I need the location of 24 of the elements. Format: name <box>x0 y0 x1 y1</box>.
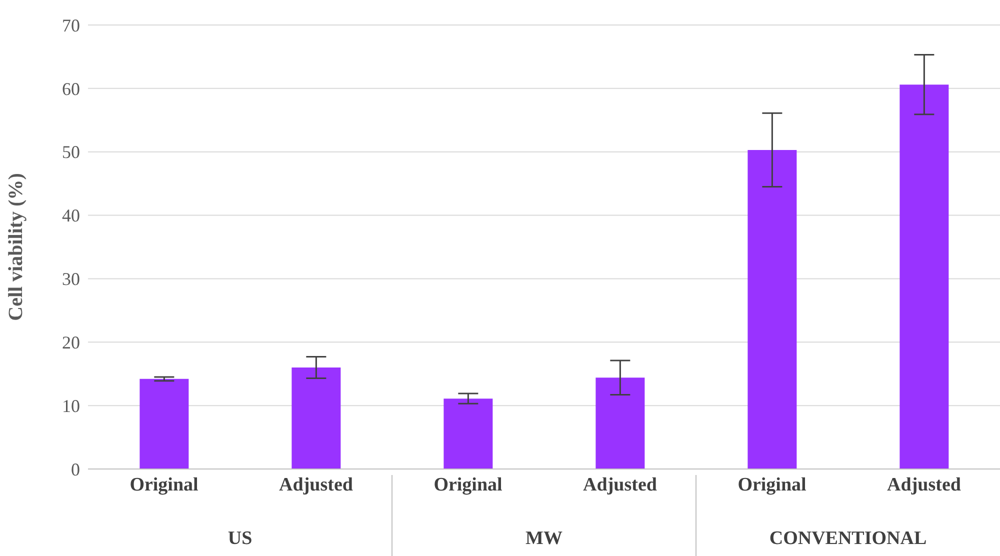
y-tick-label: 30 <box>62 269 80 290</box>
x-tick-label: Original <box>738 474 806 496</box>
bar <box>900 84 949 469</box>
bar <box>444 398 493 469</box>
y-axis-title: Cell viability (%) <box>5 173 28 321</box>
bar <box>292 368 341 469</box>
bar <box>748 150 797 469</box>
x-tick-label: Original <box>130 474 198 496</box>
x-tick-label: Original <box>434 474 502 496</box>
y-tick-label: 10 <box>62 396 80 416</box>
y-tick-label: 60 <box>62 78 80 99</box>
x-tick-label: Adjusted <box>583 474 658 496</box>
y-tick-label: 40 <box>62 206 80 226</box>
bar <box>596 378 645 469</box>
y-tick-label: 0 <box>71 459 80 480</box>
y-tick-label: 70 <box>62 15 80 36</box>
y-tick-label: 50 <box>62 142 80 162</box>
x-tick-label: Adjusted <box>279 474 354 496</box>
text: CONVENTIONAL <box>769 528 927 549</box>
text: MW <box>526 528 562 549</box>
x-tick-label: Adjusted <box>887 474 962 496</box>
bar <box>140 378 189 469</box>
text: US <box>228 528 252 549</box>
y-tick-label: 20 <box>62 332 80 353</box>
